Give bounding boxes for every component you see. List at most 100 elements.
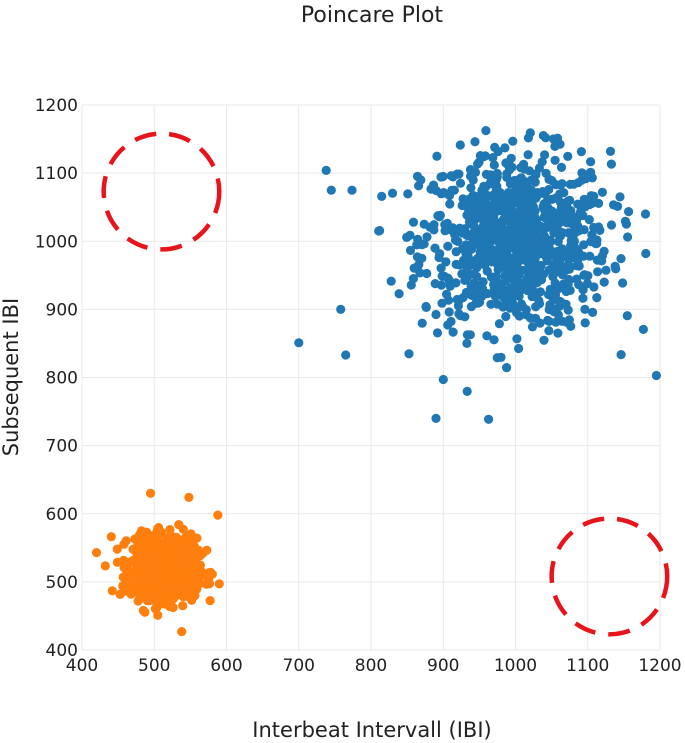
data-point [505, 260, 515, 270]
data-point [470, 137, 480, 147]
data-point [294, 338, 304, 348]
y-axis-ticks: 400 500 600 700 800 900 1000 1100 1200 [35, 96, 78, 661]
data-point [489, 335, 499, 345]
data-point [431, 309, 441, 320]
data-point [455, 260, 465, 270]
data-point [453, 301, 463, 311]
data-point [557, 199, 567, 209]
data-point [551, 317, 561, 327]
data-point [522, 235, 533, 245]
data-point [544, 174, 554, 184]
data-point [578, 285, 588, 295]
data-point [474, 194, 484, 204]
data-point [152, 526, 162, 536]
data-point [616, 254, 626, 264]
data-point [204, 576, 214, 586]
data-point [531, 302, 541, 312]
data-point [613, 201, 623, 211]
data-point [550, 155, 560, 165]
data-point [616, 350, 626, 360]
data-point [601, 265, 611, 275]
data-point [178, 601, 188, 611]
data-point [640, 209, 651, 219]
data-point [556, 162, 567, 172]
data-point [205, 596, 215, 606]
data-point [492, 168, 502, 179]
data-point [524, 225, 534, 235]
data-point [557, 246, 568, 256]
data-point [444, 307, 454, 317]
data-point [441, 257, 451, 267]
data-point [506, 293, 516, 303]
data-point [536, 221, 546, 232]
data-point [436, 172, 446, 182]
data-point [460, 275, 470, 285]
data-point [489, 189, 499, 199]
data-point [413, 234, 423, 244]
data-point [326, 185, 336, 195]
data-point [525, 128, 535, 138]
data-point [575, 207, 586, 217]
data-point [134, 595, 144, 605]
data-point [341, 350, 351, 360]
data-point [466, 183, 476, 193]
x-tick-label: 400 [66, 656, 98, 676]
data-point [457, 228, 467, 238]
data-point [566, 206, 576, 216]
data-point [623, 232, 633, 242]
data-point [483, 214, 493, 224]
data-point [432, 328, 443, 338]
annotations [101, 131, 670, 637]
data-point [621, 219, 632, 229]
data-point [564, 262, 575, 272]
data-point [386, 276, 396, 286]
y-tick-label: 900 [46, 300, 78, 320]
data-point [586, 167, 596, 177]
data-point [419, 219, 429, 229]
data-point [573, 199, 583, 209]
data-point [519, 164, 530, 174]
data-point [112, 544, 122, 554]
data-point [539, 199, 549, 209]
data-point [535, 287, 546, 297]
data-point [494, 230, 504, 240]
data-point [520, 255, 530, 265]
data-point [213, 510, 223, 520]
data-point [452, 169, 462, 179]
data-point [622, 311, 632, 321]
data-point [555, 180, 566, 190]
data-point [497, 280, 507, 290]
data-point [480, 200, 490, 210]
data-point [431, 413, 441, 423]
data-point [500, 271, 510, 281]
data-point [496, 220, 507, 230]
data-point [419, 239, 429, 249]
data-point [377, 191, 387, 201]
data-point [544, 243, 555, 254]
data-point [417, 318, 427, 328]
data-point [521, 305, 531, 315]
data-point [409, 263, 419, 273]
data-point [498, 302, 508, 312]
data-point [588, 307, 598, 317]
data-point [605, 146, 616, 156]
data-point [539, 231, 550, 241]
data-point [615, 192, 625, 202]
data-point [148, 594, 158, 605]
data-point [516, 184, 526, 194]
data-point [448, 327, 458, 337]
data-point [498, 201, 508, 211]
data-point [444, 190, 455, 201]
data-point [551, 193, 561, 203]
data-point [530, 177, 540, 187]
data-point [132, 586, 143, 596]
data-point [544, 316, 554, 326]
data-point [455, 178, 466, 188]
data-point [321, 165, 331, 175]
data-point [119, 586, 130, 596]
data-point [463, 255, 473, 265]
data-point [586, 191, 596, 201]
data-point [445, 199, 455, 209]
data-point [651, 370, 662, 381]
